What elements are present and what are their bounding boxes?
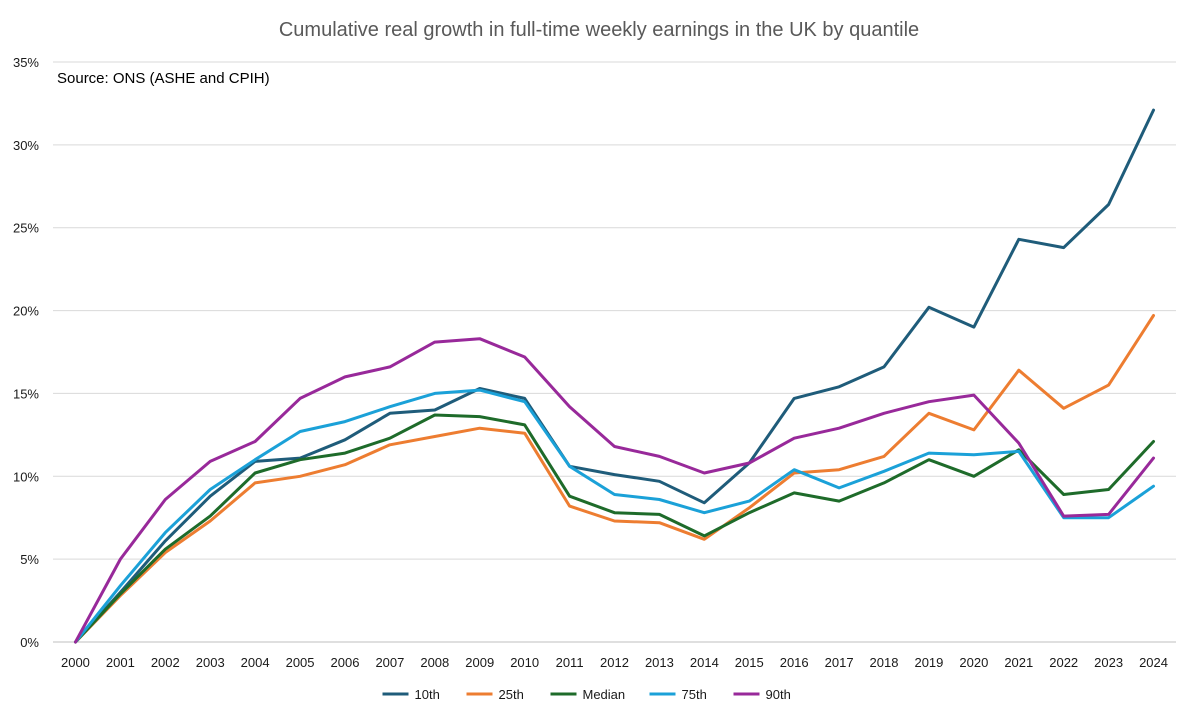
legend-item-90th: 90th [733, 687, 791, 702]
x-axis-ticks: 2000 2001 2002 2003 2004 2005 2006 2007 2008 2009… [61, 655, 1168, 670]
y-axis-ticks: 0% 5% 10% 15% 20% 25% 30% 35% [13, 55, 39, 650]
gridlines [53, 61, 1176, 643]
x-tick-label: 2020 [959, 655, 988, 670]
source-annotation: Source: ONS (ASHE and CPIH) [57, 70, 270, 87]
x-tick-label: 2012 [600, 655, 629, 670]
x-tick-label: 2018 [870, 655, 899, 670]
series-line-75th [74, 388, 1155, 644]
x-tick-label: 2009 [465, 655, 494, 670]
x-tick-label: 2002 [151, 655, 180, 670]
x-tick-label: 2001 [106, 655, 135, 670]
legend-item-25th: 25th [466, 687, 524, 702]
y-tick-label: 15% [13, 386, 39, 401]
series-line-median [74, 413, 1155, 644]
x-tick-label: 2016 [780, 655, 809, 670]
legend-label: 90th [766, 687, 791, 702]
x-tick-label: 2008 [420, 655, 449, 670]
series-lines [74, 108, 1155, 644]
legend-item-75th: 75th [649, 687, 707, 702]
y-tick-label: 25% [13, 221, 39, 236]
chart-title: Cumulative real growth in full-time week… [279, 19, 919, 41]
y-tick-label: 5% [20, 552, 39, 567]
x-tick-label: 2003 [196, 655, 225, 670]
x-tick-label: 2023 [1094, 655, 1123, 670]
x-tick-label: 2021 [1004, 655, 1033, 670]
x-tick-label: 2007 [375, 655, 404, 670]
x-tick-label: 2013 [645, 655, 674, 670]
y-tick-label: 30% [13, 138, 39, 153]
series-line-10th [74, 108, 1155, 644]
x-tick-label: 2022 [1049, 655, 1078, 670]
series-line-90th [74, 337, 1155, 644]
x-tick-label: 2011 [556, 655, 584, 670]
legend-label: 75th [682, 687, 707, 702]
series-line-25th [74, 314, 1155, 644]
legend-item-10th: 10th [382, 687, 440, 702]
legend: 10th 25th Median 75th 90th [382, 687, 791, 702]
y-tick-label: 10% [13, 469, 39, 484]
x-tick-label: 2024 [1139, 655, 1168, 670]
y-tick-label: 20% [13, 304, 39, 319]
x-tick-label: 2015 [735, 655, 764, 670]
y-tick-label: 35% [13, 55, 39, 70]
x-tick-label: 2017 [825, 655, 854, 670]
x-tick-label: 2005 [286, 655, 315, 670]
legend-item-median: Median [550, 687, 626, 702]
y-tick-label: 0% [20, 635, 39, 650]
legend-label: Median [583, 687, 626, 702]
x-tick-label: 2000 [61, 655, 90, 670]
x-tick-label: 2014 [690, 655, 719, 670]
x-tick-label: 2006 [331, 655, 360, 670]
legend-label: 10th [415, 687, 440, 702]
legend-label: 25th [499, 687, 524, 702]
x-tick-label: 2010 [510, 655, 539, 670]
x-tick-label: 2004 [241, 655, 270, 670]
x-tick-label: 2019 [914, 655, 943, 670]
